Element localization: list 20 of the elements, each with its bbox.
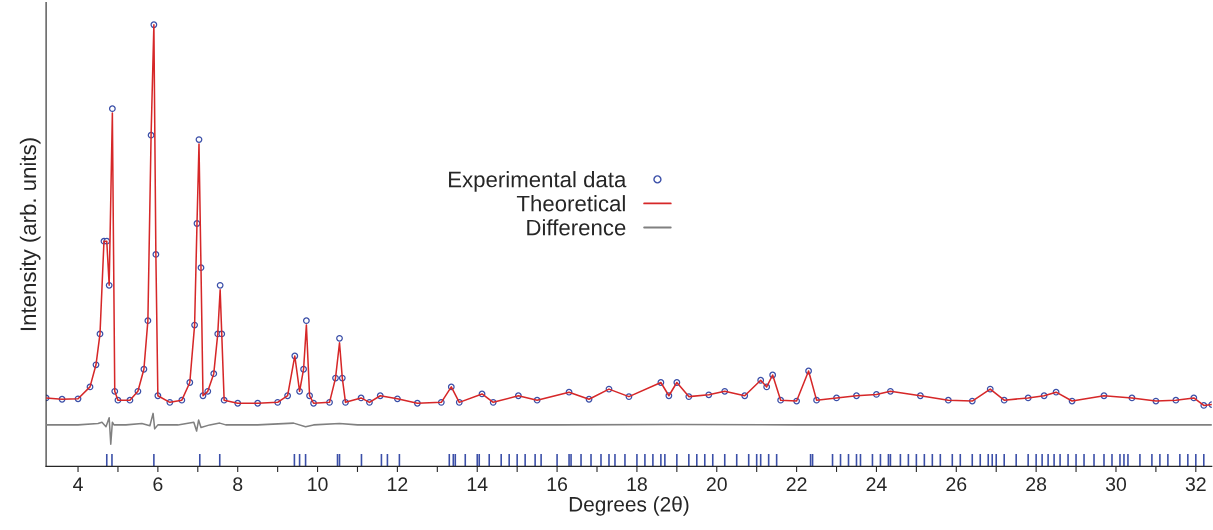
x-tick-label: 8 bbox=[233, 477, 243, 492]
x-tick-label: 20 bbox=[706, 477, 727, 492]
x-tick-label: 30 bbox=[1105, 477, 1127, 492]
x-tick-label: 22 bbox=[786, 477, 807, 491]
x-tick-label: 26 bbox=[946, 477, 967, 492]
legend-label: Experimental data bbox=[449, 171, 627, 192]
x-tick-label: 4 bbox=[73, 477, 83, 491]
x-tick-label: 32 bbox=[1185, 477, 1206, 492]
x-tick-label: 16 bbox=[547, 477, 568, 492]
legend-label: Difference bbox=[527, 219, 626, 236]
x-tick-label: 14 bbox=[467, 477, 488, 491]
x-tick-label: 10 bbox=[308, 477, 328, 492]
x-tick-label: 6 bbox=[153, 477, 163, 492]
legend-label: Theoretical bbox=[516, 195, 625, 212]
x-tick-label: 24 bbox=[866, 477, 887, 491]
x-tick-label: 28 bbox=[1026, 477, 1047, 492]
x-tick-label: 12 bbox=[388, 477, 408, 491]
y-axis-title: Intensity (arb. units) bbox=[19, 138, 41, 331]
x-tick-label: 18 bbox=[627, 477, 647, 492]
x-axis-title: Degrees (2θ) bbox=[569, 496, 689, 516]
